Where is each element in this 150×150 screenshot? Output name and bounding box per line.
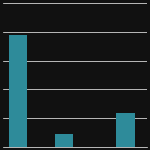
Bar — [55, 134, 74, 147]
Bar — [117, 112, 135, 147]
Bar — [9, 34, 27, 147]
